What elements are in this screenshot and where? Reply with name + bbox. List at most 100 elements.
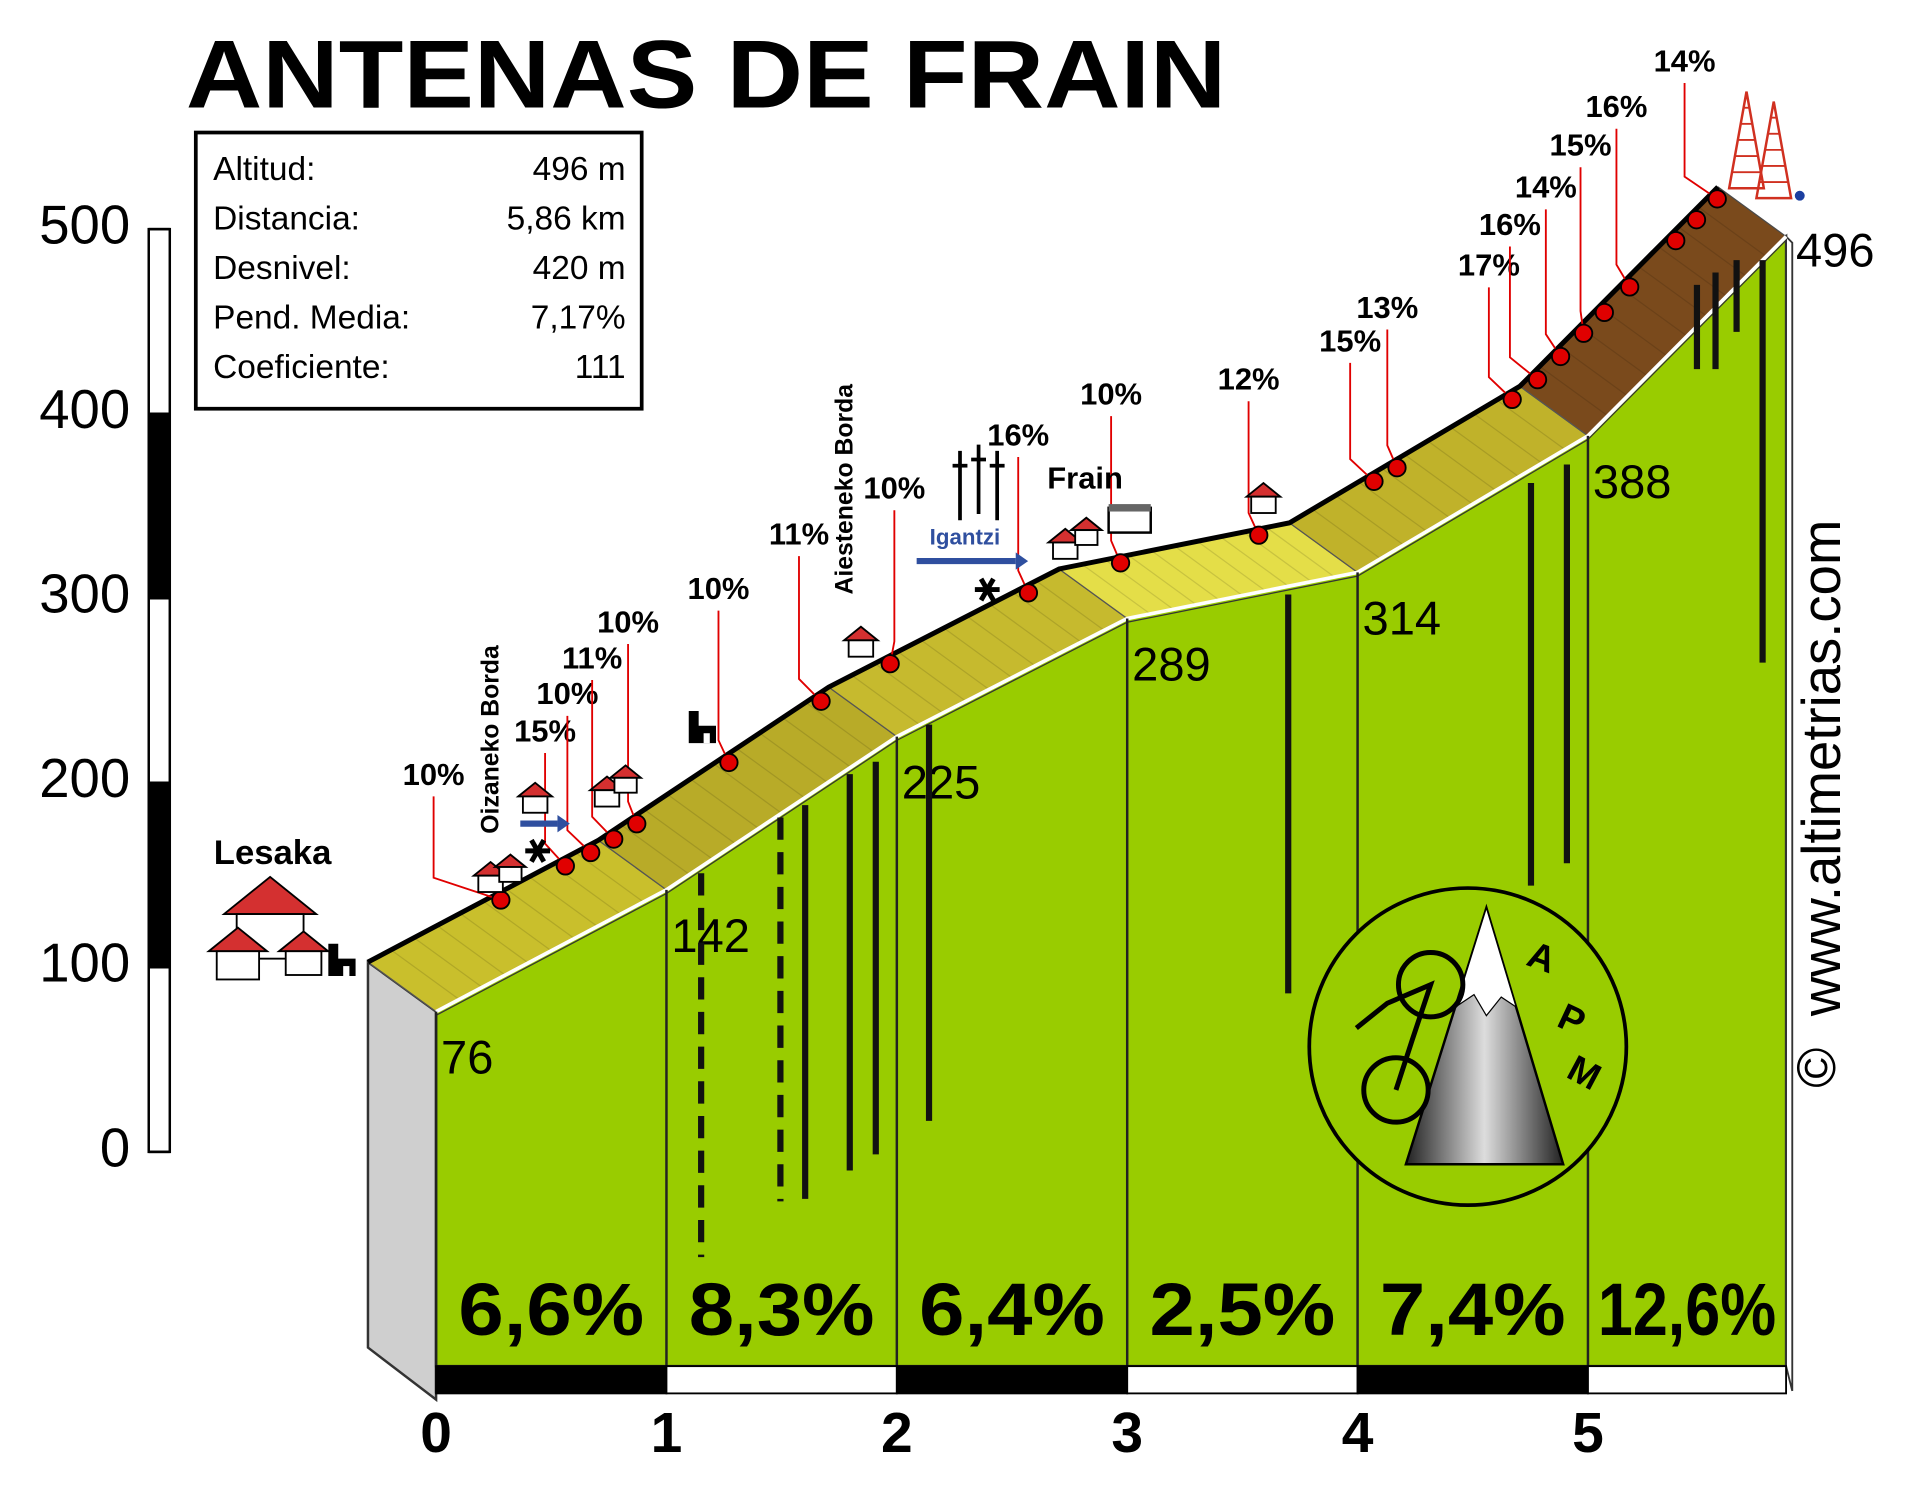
profile-stripe xyxy=(713,763,783,814)
info-value: 420 m xyxy=(533,250,626,287)
marker-label: 14% xyxy=(1654,43,1716,78)
profile-stripe xyxy=(1473,413,1543,464)
marker-leader xyxy=(566,715,592,854)
altitude-label: 289 xyxy=(1132,638,1211,691)
profile-stripe xyxy=(1496,399,1566,450)
marker-label: 10% xyxy=(536,676,598,711)
copyright: © xyxy=(1786,1048,1847,1088)
house-wall xyxy=(498,866,523,883)
profile-stripe xyxy=(390,949,460,1000)
marker-dot xyxy=(1527,370,1548,390)
profile-stripe xyxy=(1219,536,1289,587)
asterisk xyxy=(529,838,546,863)
info-label: Altitud: xyxy=(213,151,315,188)
marker-dot xyxy=(1018,583,1039,603)
marker-label: 14% xyxy=(1515,170,1577,205)
marker-label: 13% xyxy=(1356,290,1418,325)
profile-side xyxy=(366,959,438,1403)
km-bar xyxy=(895,1365,1129,1395)
chart-title: ANTENAS DE FRAIN xyxy=(186,21,1226,128)
marker-dot xyxy=(604,829,624,849)
km-bar xyxy=(435,1365,668,1395)
x-tick-label: 2 xyxy=(881,1401,913,1465)
marker-leader xyxy=(1508,246,1539,381)
marker-label: 10% xyxy=(863,471,925,506)
profile-stripe xyxy=(1266,526,1335,578)
marker-leader xyxy=(591,679,615,840)
house-wall xyxy=(613,776,638,794)
profile-stripe xyxy=(690,778,759,830)
altitude-label: 225 xyxy=(902,756,980,809)
light xyxy=(1794,190,1805,201)
marker-dot xyxy=(880,654,900,674)
building-roof xyxy=(1108,504,1151,512)
altitude-label: 496 xyxy=(1796,223,1875,276)
profile-stripe xyxy=(1404,454,1474,505)
marker-dot xyxy=(555,856,575,876)
marker-dot xyxy=(1110,553,1131,573)
altitude-label: 76 xyxy=(441,1031,493,1084)
profile-stripe xyxy=(851,674,921,726)
km-bar xyxy=(1587,1365,1788,1395)
profile-stripe xyxy=(1381,467,1451,519)
profile-stripe xyxy=(505,888,575,940)
x-tick-label: 4 xyxy=(1342,1401,1374,1465)
profile-stripe xyxy=(966,615,1036,667)
marker-label: 11% xyxy=(769,516,829,551)
marker-dot xyxy=(719,752,739,773)
altitude-label: 388 xyxy=(1593,455,1672,508)
marker-label: 10% xyxy=(1080,377,1142,412)
km-bar xyxy=(1126,1365,1359,1395)
marker-dot xyxy=(491,890,511,910)
church-door xyxy=(703,733,710,744)
profile-stripe xyxy=(782,717,852,768)
marker-label: 15% xyxy=(514,713,576,748)
profile-stripe xyxy=(1150,550,1220,601)
marker-label: 15% xyxy=(1319,323,1381,358)
y-scale-band xyxy=(148,782,170,968)
marker-leader xyxy=(798,556,822,702)
km-bar xyxy=(1356,1365,1589,1395)
profile-stripe xyxy=(1717,186,1787,238)
y-scale-bar xyxy=(147,227,172,1154)
segment-gradient: 7,4% xyxy=(1380,1268,1566,1351)
profile-stripe xyxy=(621,824,690,875)
profile-stripe xyxy=(528,876,598,927)
segment-gradient: 8,3% xyxy=(689,1268,875,1351)
profile-stripe xyxy=(1358,481,1428,532)
place-label: Aiesteneko Borda xyxy=(832,384,859,595)
profile-stripe xyxy=(1173,545,1243,596)
marker-dot xyxy=(1502,389,1522,410)
marker-label: 15% xyxy=(1550,128,1612,163)
info-value: 111 xyxy=(575,349,626,386)
altitude-label: 314 xyxy=(1363,591,1442,644)
profile-back-edge xyxy=(366,185,1720,965)
marker-dot xyxy=(1364,471,1384,491)
segment-gradient: 2,5% xyxy=(1150,1268,1336,1351)
profile-right-side xyxy=(1785,234,1794,1392)
logo-mountain xyxy=(1404,903,1565,1166)
house-wall xyxy=(521,795,549,814)
place-label: Lesaka xyxy=(214,834,332,872)
marker-dot xyxy=(1594,302,1614,323)
marker-dot xyxy=(1620,277,1640,297)
marker-dot xyxy=(1387,458,1407,478)
marker-dot xyxy=(1686,210,1707,230)
profile-stripe xyxy=(1697,206,1767,257)
marker-label: 12% xyxy=(1218,362,1280,397)
place-label: Frain xyxy=(1047,461,1123,496)
marker-label: 10% xyxy=(688,571,750,606)
marker-dot xyxy=(1550,346,1571,367)
marker-dot xyxy=(1249,525,1269,545)
km-bar xyxy=(665,1365,898,1395)
logo-wheel xyxy=(1395,949,1466,1020)
marker-dot xyxy=(1574,323,1594,343)
house-wall xyxy=(1250,495,1277,514)
profile-stripe xyxy=(805,701,875,753)
profile-stripe xyxy=(759,732,829,784)
profile-stripe xyxy=(1196,540,1266,592)
house-wall xyxy=(1074,529,1099,546)
profile-stripe xyxy=(1035,580,1105,631)
arrow-head xyxy=(557,814,570,833)
